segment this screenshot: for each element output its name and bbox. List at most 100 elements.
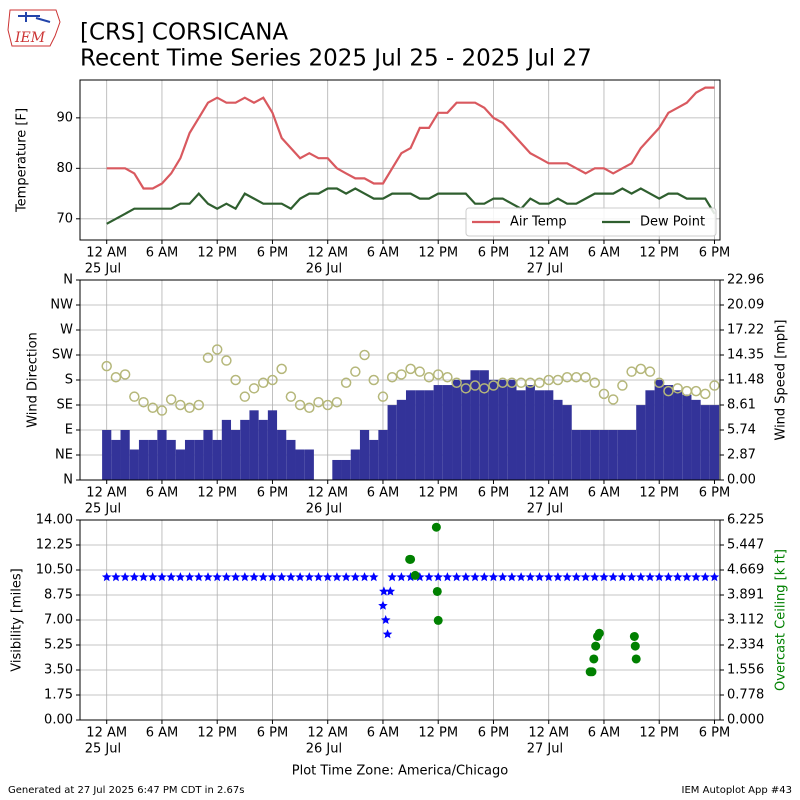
bar xyxy=(359,430,370,480)
point xyxy=(672,572,683,582)
bar xyxy=(369,439,379,480)
point xyxy=(378,600,388,610)
bar xyxy=(709,405,720,480)
point xyxy=(479,572,489,582)
bar xyxy=(212,439,222,480)
y2-axis-label: Wind Speed [mph] xyxy=(774,320,789,441)
x-tick-label: 12 AM xyxy=(528,246,569,261)
point xyxy=(690,385,702,397)
y2-tick-label: 11.48 xyxy=(727,373,764,388)
x-tick-label: 6 PM xyxy=(699,726,730,741)
x-tick-label: 12 PM xyxy=(197,246,237,261)
bar xyxy=(525,385,535,480)
point xyxy=(111,572,121,582)
y-tick-label: SW xyxy=(52,348,73,363)
point xyxy=(147,402,158,414)
bar xyxy=(102,430,112,480)
point xyxy=(386,371,398,383)
y-tick-label: 7.00 xyxy=(44,613,73,628)
x-date-label: 26 Jul xyxy=(306,502,342,517)
point xyxy=(406,554,416,564)
x-axis-label: Plot Time Zone: America/Chicago xyxy=(292,764,508,779)
bar xyxy=(691,399,701,480)
point xyxy=(580,371,591,383)
bar xyxy=(580,430,591,480)
point xyxy=(553,572,563,582)
point xyxy=(350,366,361,377)
bar xyxy=(479,370,489,480)
plot-area xyxy=(101,522,720,677)
bar xyxy=(203,430,213,480)
point xyxy=(433,572,443,582)
y-tick-label: 10.50 xyxy=(36,563,73,578)
title: [CRS] CORSICANA xyxy=(80,20,288,46)
bar xyxy=(590,430,600,480)
point xyxy=(681,385,693,397)
y2-tick-label: 5.74 xyxy=(727,423,756,438)
point xyxy=(230,374,241,386)
point xyxy=(594,628,604,638)
point xyxy=(110,371,122,383)
point xyxy=(294,399,306,411)
x-tick-label: 6 AM xyxy=(588,246,621,261)
x-tick-label: 6 PM xyxy=(699,246,730,261)
x-tick-label: 12 AM xyxy=(307,246,348,261)
bar xyxy=(636,405,646,480)
bar xyxy=(277,430,287,480)
point xyxy=(645,572,655,582)
point xyxy=(682,572,692,582)
point xyxy=(442,371,453,383)
point xyxy=(534,572,545,582)
bar xyxy=(442,385,453,480)
point xyxy=(322,399,333,411)
bar xyxy=(608,430,618,480)
point xyxy=(221,572,232,582)
point xyxy=(587,667,597,677)
y2-tick-label: 3.891 xyxy=(727,587,764,602)
point xyxy=(194,572,204,582)
point xyxy=(663,385,674,397)
bar xyxy=(488,379,499,480)
y-tick-label: 90 xyxy=(56,110,73,125)
bar xyxy=(157,430,167,480)
point xyxy=(341,572,351,582)
legend-label: Air Temp xyxy=(510,215,567,230)
bar xyxy=(166,439,176,480)
bar xyxy=(571,430,581,480)
y2-tick-label: 5.447 xyxy=(727,537,764,552)
point xyxy=(286,572,296,582)
point xyxy=(212,572,222,582)
y-tick-label: S xyxy=(65,373,73,388)
point xyxy=(653,377,665,389)
point xyxy=(644,366,656,377)
logo-icon xyxy=(18,12,51,23)
point xyxy=(359,572,370,582)
point xyxy=(295,572,305,582)
plot-area xyxy=(106,86,716,225)
bar xyxy=(120,430,130,480)
bar xyxy=(645,390,655,480)
bar xyxy=(111,439,121,480)
bar xyxy=(175,449,185,480)
point xyxy=(211,344,223,355)
y-tick-label: NE xyxy=(55,448,73,463)
point xyxy=(258,572,268,582)
bar xyxy=(433,385,443,480)
x-date-label: 25 Jul xyxy=(85,262,121,277)
point xyxy=(617,572,628,582)
y2-tick-label: 8.61 xyxy=(727,398,756,413)
y-tick-label: 0.00 xyxy=(44,713,73,728)
x-tick-label: 12 AM xyxy=(86,486,127,501)
point xyxy=(175,572,186,582)
point xyxy=(700,572,710,582)
plot-area xyxy=(101,344,720,480)
point xyxy=(304,572,315,582)
x-tick-label: 6 AM xyxy=(146,486,179,501)
bar xyxy=(682,394,692,480)
point xyxy=(507,572,517,582)
point xyxy=(138,572,149,582)
x-tick-label: 6 PM xyxy=(478,486,509,501)
point xyxy=(709,380,720,391)
point xyxy=(691,572,701,582)
